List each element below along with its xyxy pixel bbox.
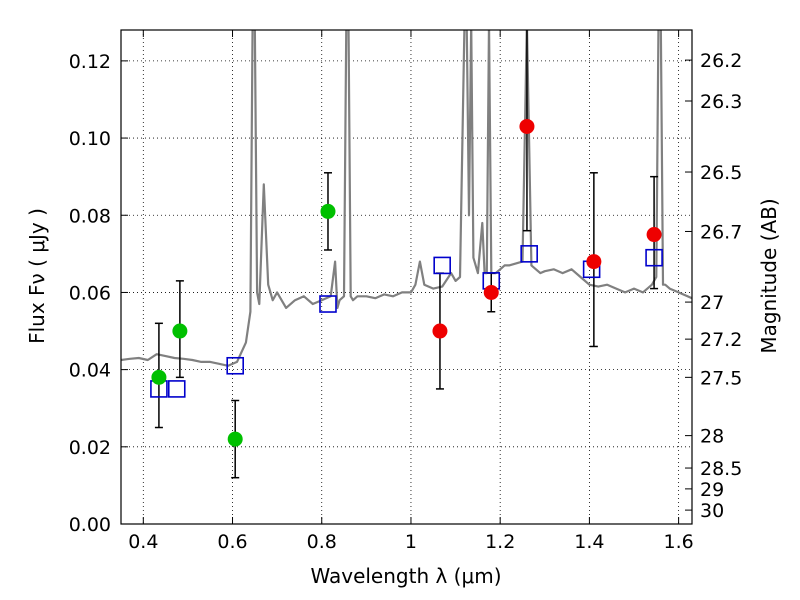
green-data-point <box>172 323 188 339</box>
mag-tick-label: 28 <box>700 426 724 448</box>
mag-tick-label: 27 <box>700 292 724 314</box>
green-data-point <box>320 203 336 219</box>
model-square-point <box>167 380 186 398</box>
spectrum-line <box>121 30 692 367</box>
red-data-point <box>519 118 535 134</box>
mag-tick-label: 30 <box>700 500 724 522</box>
model-square-point <box>319 295 337 313</box>
x-tick-label: 1.2 <box>485 531 515 553</box>
y-tick-label: 0.00 <box>69 514 111 536</box>
red-data-point <box>586 254 602 270</box>
mag-tick-label: 26.5 <box>700 162 742 184</box>
axes: 0.4 0.6 0.8 1 1.2 1.4 1.6 0.00 0.02 0.04 0.06 0.08 0… <box>69 29 742 553</box>
model-square-point <box>226 356 244 375</box>
red-data-point <box>646 227 662 243</box>
y-tick-label: 0.06 <box>69 282 111 304</box>
model-square-point <box>520 245 538 263</box>
x-axis-label: Wavelength λ (μm) <box>310 564 501 588</box>
y2-axis-label: Magnitude (AB) <box>757 198 781 353</box>
red-data-point <box>483 284 499 300</box>
x-tick-label: 0.6 <box>217 531 247 553</box>
y-tick-label: 0.04 <box>69 360 111 382</box>
x-tick-label: 0.4 <box>128 531 158 553</box>
x-tick-label: 0.8 <box>307 531 337 553</box>
plot-area <box>121 30 692 479</box>
x-tick-label: 1 <box>405 531 417 553</box>
plot-frame <box>120 29 693 525</box>
green-data-point <box>227 431 243 447</box>
x-tick-label: 1.4 <box>574 531 604 553</box>
mag-tick-label: 27.5 <box>700 367 742 389</box>
mag-tick-label: 27.2 <box>700 329 742 351</box>
mag-tick-label: 26.7 <box>700 221 742 243</box>
y-tick-label: 0.10 <box>69 128 111 150</box>
mag-tick-label: 26.2 <box>700 50 742 72</box>
y-tick-label: 0.08 <box>69 205 111 227</box>
mag-tick-label: 26.3 <box>700 91 742 113</box>
red-data-point <box>432 323 448 339</box>
mag-tick-label: 28.5 <box>700 458 742 480</box>
mag-tick-label: 29 <box>700 479 724 501</box>
model-square-point <box>645 248 663 267</box>
y-tick-label: 0.02 <box>69 437 111 459</box>
x-tick-label: 1.6 <box>664 531 694 553</box>
y-axis-label: Flux Fν ( μJy ) <box>25 208 49 344</box>
y-tick-label: 0.12 <box>69 51 111 73</box>
model-square-point <box>433 256 451 275</box>
green-data-point <box>151 369 167 385</box>
grid-lines <box>121 30 692 525</box>
